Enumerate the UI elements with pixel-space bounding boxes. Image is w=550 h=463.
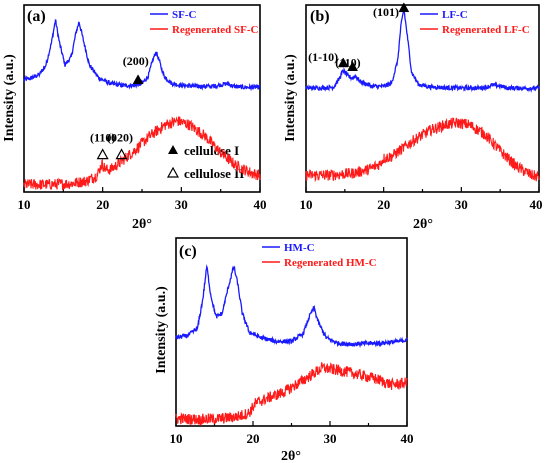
y-axis-label: Intensity (a.u.) xyxy=(2,54,17,142)
y-axis-label: Intensity (a.u.) xyxy=(154,286,169,374)
panel-c: (c) Intensity (a.u.) 10 20 30 40 2θ° HM-… xyxy=(154,237,414,463)
panel-b: (b) Intensity (a.u.) 10 20 30 40 2θ° LF-… xyxy=(283,2,543,232)
peak-annotation: (110) xyxy=(90,131,115,145)
x-tick-label: 20 xyxy=(96,197,109,212)
x-tick-label: 10 xyxy=(300,197,313,212)
legend-label-regenerated-hm-c: Regenerated HM-C xyxy=(284,257,377,269)
filled-triangle-icon xyxy=(132,74,144,85)
open-triangle-icon xyxy=(96,148,109,160)
peak-annotation: (1-10) xyxy=(308,50,338,64)
x-tick-label: 10 xyxy=(18,197,31,212)
panel-label: (b) xyxy=(310,8,330,25)
series-line-regenerated-sf-c xyxy=(23,116,261,191)
legend-label-sf-c: SF-C xyxy=(172,9,197,21)
legend-label-lf-c: LF-C xyxy=(442,9,468,21)
legend: HM-C Regenerated HM-C xyxy=(262,242,377,269)
panel-a: (a) Intensity (a.u.) 10 20 30 40 2θ° SF-… xyxy=(2,4,267,232)
panel-label: (a) xyxy=(27,8,46,25)
plot-area: (101) (1-10)(110) xyxy=(305,2,540,192)
legend-label-regenerated-lf-c: Regenerated LF-C xyxy=(442,24,530,36)
peak-annotation: (020) xyxy=(107,131,133,145)
filled-triangle-icon xyxy=(337,57,349,68)
open-triangle-icon xyxy=(166,166,180,178)
panel-label: (c) xyxy=(179,243,197,260)
x-axis-label: 2θ° xyxy=(413,217,433,232)
legend: SF-C Regenerated SF-C xyxy=(150,9,259,36)
x-tick-label: 40 xyxy=(401,431,414,446)
x-tick-label: 10 xyxy=(170,431,183,446)
filled-triangle-icon xyxy=(398,2,410,13)
key-label-cellulose-i: cellulose I xyxy=(184,143,239,158)
x-tick-label: 40 xyxy=(530,197,543,212)
x-tick-label: 30 xyxy=(324,431,337,446)
open-triangle-icon xyxy=(115,148,128,160)
x-tick-label: 20 xyxy=(247,431,260,446)
x-tick-label: 30 xyxy=(455,197,468,212)
y-axis-label: Intensity (a.u.) xyxy=(283,54,298,142)
x-axis-label: 2θ° xyxy=(132,217,152,232)
filled-triangle-icon xyxy=(347,61,359,71)
series-line-hm-c xyxy=(175,264,408,349)
x-tick-label: 20 xyxy=(377,197,390,212)
legend-label-regenerated-sf-c: Regenerated SF-C xyxy=(172,24,259,36)
key-label-cellulose-ii: cellulose II xyxy=(184,166,244,181)
x-tick-label: 40 xyxy=(254,197,267,212)
legend: LF-C Regenerated LF-C xyxy=(420,9,530,36)
legend-label-hm-c: HM-C xyxy=(284,242,315,254)
x-axis-label: 2θ° xyxy=(281,449,301,463)
series-line-regenerated-hm-c xyxy=(175,362,408,427)
peak-annotation: (110) xyxy=(335,56,360,70)
plot-area: (200) (110)(020) xyxy=(23,19,261,192)
peak-annotation: (200) xyxy=(123,54,149,68)
filled-triangle-icon xyxy=(168,145,178,154)
series-line-regenerated-lf-c xyxy=(305,117,540,183)
series-line-lf-c xyxy=(305,8,540,93)
plot-area xyxy=(175,264,408,427)
x-tick-label: 30 xyxy=(175,197,188,212)
peak-annotation: (101) xyxy=(373,5,399,19)
